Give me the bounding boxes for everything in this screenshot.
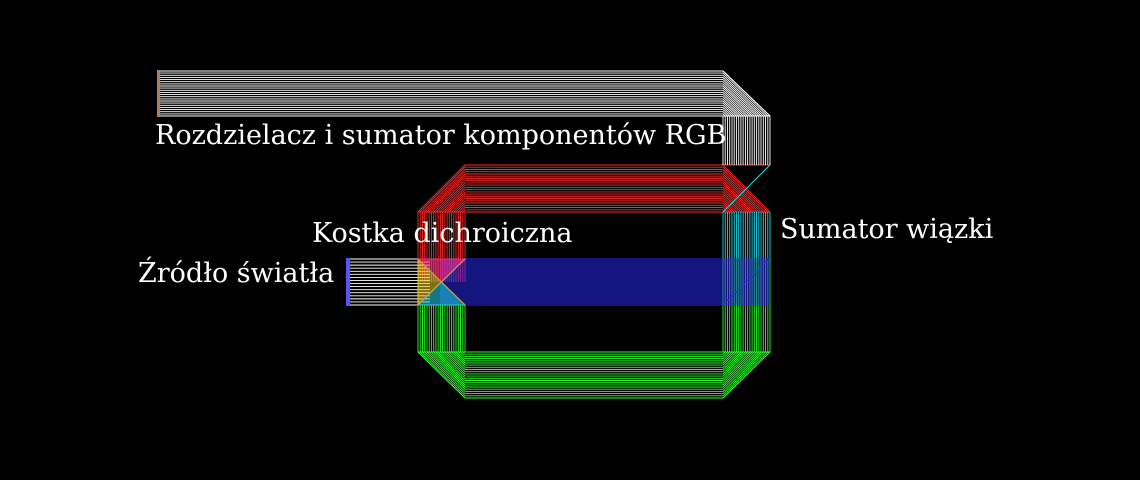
red-ray bbox=[457, 204, 731, 282]
white-ray bbox=[160, 106, 733, 165]
red-ray bbox=[446, 193, 742, 282]
red-ray bbox=[424, 171, 764, 282]
white-ray bbox=[160, 87, 753, 165]
red-ray bbox=[439, 186, 748, 282]
white-ray bbox=[160, 81, 760, 165]
dichroic-cube-label: Kostka dichroiczna bbox=[312, 218, 573, 249]
dichroic-cube bbox=[416, 257, 467, 307]
white-ray bbox=[160, 76, 764, 165]
green-ray bbox=[428, 258, 760, 388]
green-ray bbox=[433, 258, 755, 384]
green-ray bbox=[444, 258, 744, 373]
green-ray bbox=[437, 258, 751, 379]
white-ray bbox=[160, 79, 762, 165]
combined-cyan-beam bbox=[722, 164, 771, 258]
green-ray bbox=[417, 258, 771, 399]
green-beam-path bbox=[417, 258, 771, 399]
combined-white-beam bbox=[160, 70, 771, 165]
white-ray-edge bbox=[722, 70, 771, 117]
red-ray bbox=[437, 184, 751, 282]
dichroic-mirror bbox=[417, 258, 466, 306]
red-ray bbox=[428, 175, 760, 282]
red-ray bbox=[448, 195, 740, 282]
red-ray bbox=[455, 202, 733, 282]
green-ray bbox=[439, 258, 749, 377]
white-ray bbox=[160, 102, 737, 165]
blue-beam-path bbox=[440, 257, 771, 306]
white-ray bbox=[160, 104, 735, 165]
green-ray bbox=[424, 258, 764, 392]
green-ray bbox=[457, 258, 731, 360]
red-ray bbox=[444, 191, 744, 282]
red-beam-path bbox=[417, 164, 771, 282]
green-ray-edge bbox=[417, 351, 466, 399]
red-ray bbox=[426, 173, 762, 282]
white-ray bbox=[160, 91, 749, 165]
splitter-combiner-title: Rozdzielacz i sumator komponentów RGB bbox=[155, 120, 727, 151]
green-ray bbox=[462, 258, 726, 355]
red-ray-edge bbox=[417, 164, 466, 213]
red-ray bbox=[422, 169, 766, 282]
red-ray bbox=[451, 198, 737, 282]
white-ray bbox=[160, 94, 746, 165]
green-ray bbox=[435, 258, 753, 381]
beam-combiner-label: Sumator wiązki bbox=[780, 214, 994, 245]
blue-ray-edge bbox=[722, 257, 771, 306]
emitters bbox=[157, 70, 350, 306]
white-ray bbox=[160, 85, 755, 165]
white-ray bbox=[160, 89, 751, 165]
output-aperture bbox=[157, 70, 160, 117]
red-ray bbox=[462, 209, 726, 282]
red-ray bbox=[460, 207, 728, 282]
light-source-emitter bbox=[346, 258, 350, 306]
white-ray bbox=[160, 74, 766, 165]
green-ray bbox=[451, 258, 737, 366]
red-ray bbox=[419, 166, 769, 282]
red-ray bbox=[433, 180, 755, 282]
red-ray bbox=[442, 189, 746, 282]
green-ray bbox=[453, 258, 735, 364]
red-ray bbox=[430, 177, 757, 282]
green-ray bbox=[448, 258, 740, 368]
light-source-label: Źródło światła bbox=[138, 258, 335, 289]
green-ray bbox=[446, 258, 742, 370]
white-ray bbox=[160, 113, 726, 165]
white-ray bbox=[160, 72, 769, 165]
green-ray bbox=[460, 258, 728, 357]
green-ray-edge bbox=[722, 351, 771, 399]
white-ray bbox=[160, 111, 728, 165]
white-ray bbox=[160, 100, 740, 165]
green-ray bbox=[422, 258, 766, 395]
source-input-beam bbox=[350, 258, 430, 306]
white-ray bbox=[160, 83, 758, 165]
red-ray bbox=[453, 200, 735, 282]
white-ray bbox=[160, 109, 731, 165]
red-ray bbox=[435, 182, 753, 282]
green-ray bbox=[442, 258, 746, 375]
white-ray bbox=[160, 96, 744, 165]
green-ray bbox=[455, 258, 733, 362]
green-ray bbox=[419, 258, 769, 397]
green-ray bbox=[426, 258, 762, 390]
cyan-ray-edge bbox=[722, 164, 771, 213]
white-ray bbox=[160, 98, 742, 165]
green-ray bbox=[430, 258, 758, 386]
